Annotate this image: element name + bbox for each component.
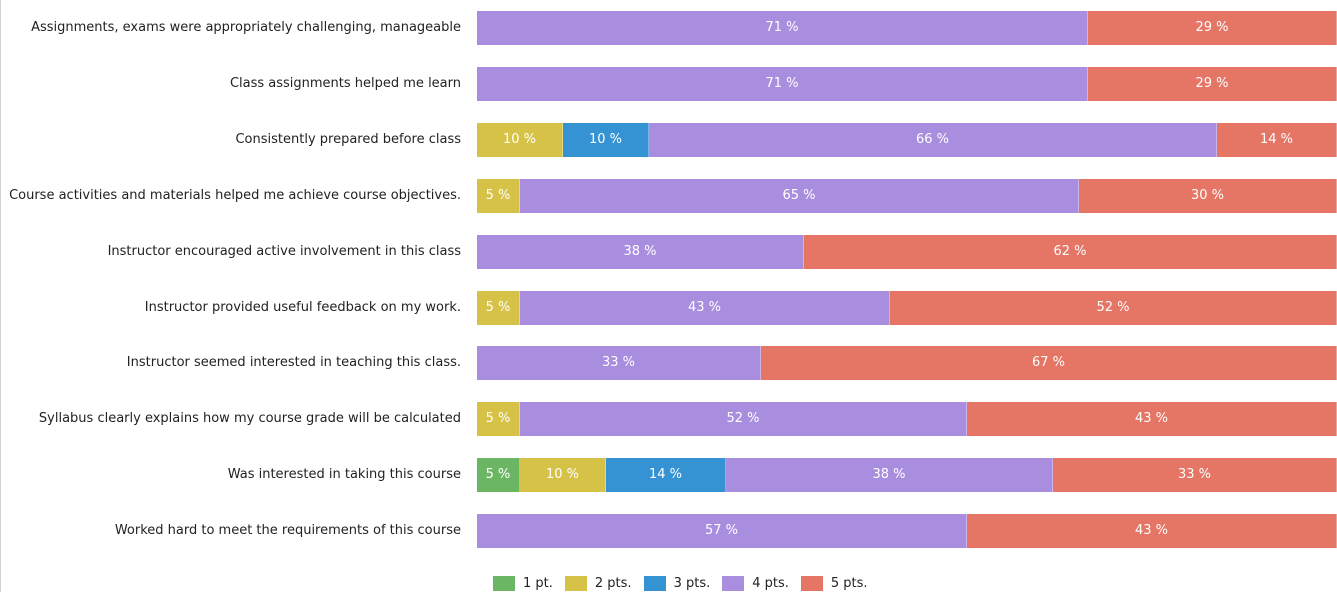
bar-segment[interactable]: 5 %	[477, 291, 520, 325]
bar-segment[interactable]: 29 %	[1088, 11, 1337, 45]
bar-segment[interactable]: 43 %	[520, 291, 890, 325]
legend-swatch	[722, 576, 745, 591]
bar-segment[interactable]: 5 %	[477, 402, 520, 436]
bar-segment[interactable]: 71 %	[477, 67, 1088, 101]
bar-segment[interactable]: 43 %	[967, 402, 1337, 436]
category-label: Consistently prepared before class	[235, 132, 461, 147]
category-label: Worked hard to meet the requirements of …	[114, 523, 461, 538]
bar-segment[interactable]: 30 %	[1079, 179, 1337, 213]
legend-label: 1 pt.	[523, 576, 553, 591]
bar-segment[interactable]: 65 %	[520, 179, 1079, 213]
legend-item[interactable]: 4 pts.	[722, 576, 789, 591]
bar-segment[interactable]: 71 %	[477, 11, 1088, 45]
bar-segment[interactable]: 38 %	[726, 458, 1053, 492]
category-label: Assignments, exams were appropriately ch…	[31, 20, 461, 35]
bar-row: 71 % 29 %	[477, 11, 1337, 45]
bar-segment[interactable]: 62 %	[804, 235, 1337, 269]
legend-item[interactable]: 5 pts.	[800, 576, 868, 591]
category-label: Instructor provided useful feedback on m…	[144, 300, 461, 315]
bar-segment[interactable]: 66 %	[649, 123, 1217, 157]
legend-label: 4 pts.	[752, 576, 789, 591]
category-label: Instructor encouraged active involvement…	[107, 244, 461, 259]
bar-row: 71 % 29 %	[477, 67, 1337, 101]
bar-segment[interactable]: 14 %	[606, 458, 726, 492]
chart-legend: 1 pt. 2 pts. 3 pts. 4 pts. 5 pts.	[493, 575, 880, 592]
category-label: Syllabus clearly explains how my course …	[38, 411, 461, 426]
legend-swatch	[564, 576, 587, 591]
bar-segment[interactable]: 29 %	[1088, 67, 1337, 101]
legend-swatch	[800, 576, 823, 591]
left-border-line	[0, 0, 1, 592]
bar-segment[interactable]: 14 %	[1217, 123, 1337, 157]
bar-row: 33 % 67 %	[477, 346, 1337, 380]
bar-segment[interactable]: 33 %	[477, 346, 761, 380]
bar-segment[interactable]: 33 %	[1053, 458, 1337, 492]
bar-row: 5 % 52 % 43 %	[477, 402, 1337, 436]
legend-label: 5 pts.	[830, 576, 868, 591]
bar-segment[interactable]: 10 %	[520, 458, 606, 492]
legend-label: 3 pts.	[673, 576, 711, 591]
bar-row: 38 % 62 %	[477, 235, 1337, 269]
bar-row: 10 % 10 % 66 % 14 %	[477, 123, 1337, 157]
legend-item[interactable]: 2 pts.	[564, 576, 632, 591]
legend-item[interactable]: 3 pts.	[643, 576, 711, 591]
category-label: Was interested in taking this course	[227, 467, 461, 482]
bar-segment[interactable]: 43 %	[967, 514, 1337, 548]
bar-segment[interactable]: 67 %	[761, 346, 1337, 380]
bar-row: 5 % 43 % 52 %	[477, 291, 1337, 325]
bar-segment[interactable]: 5 %	[477, 458, 520, 492]
bar-row: 5 % 65 % 30 %	[477, 179, 1337, 213]
category-label: Class assignments helped me learn	[229, 76, 461, 91]
legend-swatch	[493, 576, 515, 591]
bar-segment[interactable]: 57 %	[477, 514, 967, 548]
bar-segment[interactable]: 5 %	[477, 179, 520, 213]
bar-segment[interactable]: 38 %	[477, 235, 804, 269]
bar-segment[interactable]: 10 %	[563, 123, 649, 157]
category-label: Instructor seemed interested in teaching…	[126, 355, 461, 370]
legend-swatch	[643, 576, 666, 591]
bar-segment[interactable]: 52 %	[890, 291, 1337, 325]
bar-segment[interactable]: 10 %	[477, 123, 563, 157]
legend-label: 2 pts.	[594, 576, 632, 591]
bar-segment[interactable]: 52 %	[520, 402, 967, 436]
bar-row: 57 % 43 %	[477, 514, 1337, 548]
legend-item[interactable]: 1 pt.	[493, 576, 553, 591]
bar-row: 5 % 10 % 14 % 38 % 33 %	[477, 458, 1337, 492]
category-label: Course activities and materials helped m…	[9, 188, 461, 203]
